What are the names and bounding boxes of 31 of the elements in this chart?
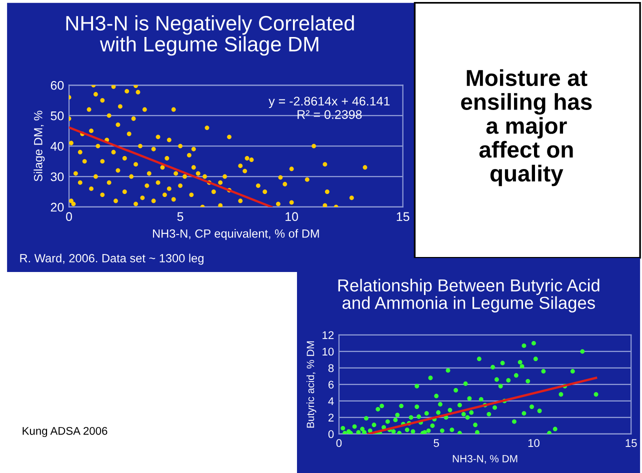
y-tick-label: 60 <box>50 80 64 90</box>
x-tick-label: 10 <box>528 439 540 447</box>
y-tick-label: 0 <box>328 430 334 438</box>
y-tick-label: 50 <box>50 111 64 120</box>
y-axis-title: Silage DM, % <box>34 110 45 182</box>
y-tick-label: 30 <box>50 172 64 182</box>
y-tick-label: 12 <box>322 331 334 340</box>
annotation: y = -2.8614x + 46.141 <box>268 96 390 108</box>
x-tick-label: 0 <box>336 439 342 447</box>
text: Kung ADSA 2006 <box>22 426 108 438</box>
chart-title: Relationship Between Butyric Acid and Ammonia in Legume Silages <box>338 278 600 312</box>
x-axis-title: NH3-N, CP equivalent, % of DM <box>153 229 319 240</box>
y-tick-label: 4 <box>328 397 334 406</box>
y-tick-label: 40 <box>50 142 64 151</box>
x-tick-label: 0 <box>66 212 72 222</box>
annotation: R² = 0.2398 <box>298 110 362 119</box>
x-tick-label: 10 <box>286 212 298 222</box>
x-tick-label: 5 <box>434 439 439 447</box>
y-tick-label: 10 <box>322 348 334 356</box>
x-tick-label: 15 <box>626 439 637 447</box>
y-tick-label: 2 <box>328 414 334 422</box>
chart-title: NH3-N is Negatively Correlated with Legume Silage DM <box>66 15 354 56</box>
y-tick-label: 20 <box>50 202 64 212</box>
text: R. Ward, 2006. Data set ~ 1300 leg <box>20 254 204 265</box>
y-axis-title: Butyric acid, % DM <box>306 341 316 428</box>
text: Moisture at ensiling has a major affect on quality <box>461 69 592 186</box>
x-axis-title: NH3-N, % DM <box>452 455 518 464</box>
y-tick-label: 6 <box>328 380 334 389</box>
x-tick-label: 5 <box>177 212 184 222</box>
y-tick-label: 8 <box>328 364 334 372</box>
x-tick-label: 15 <box>396 212 410 222</box>
